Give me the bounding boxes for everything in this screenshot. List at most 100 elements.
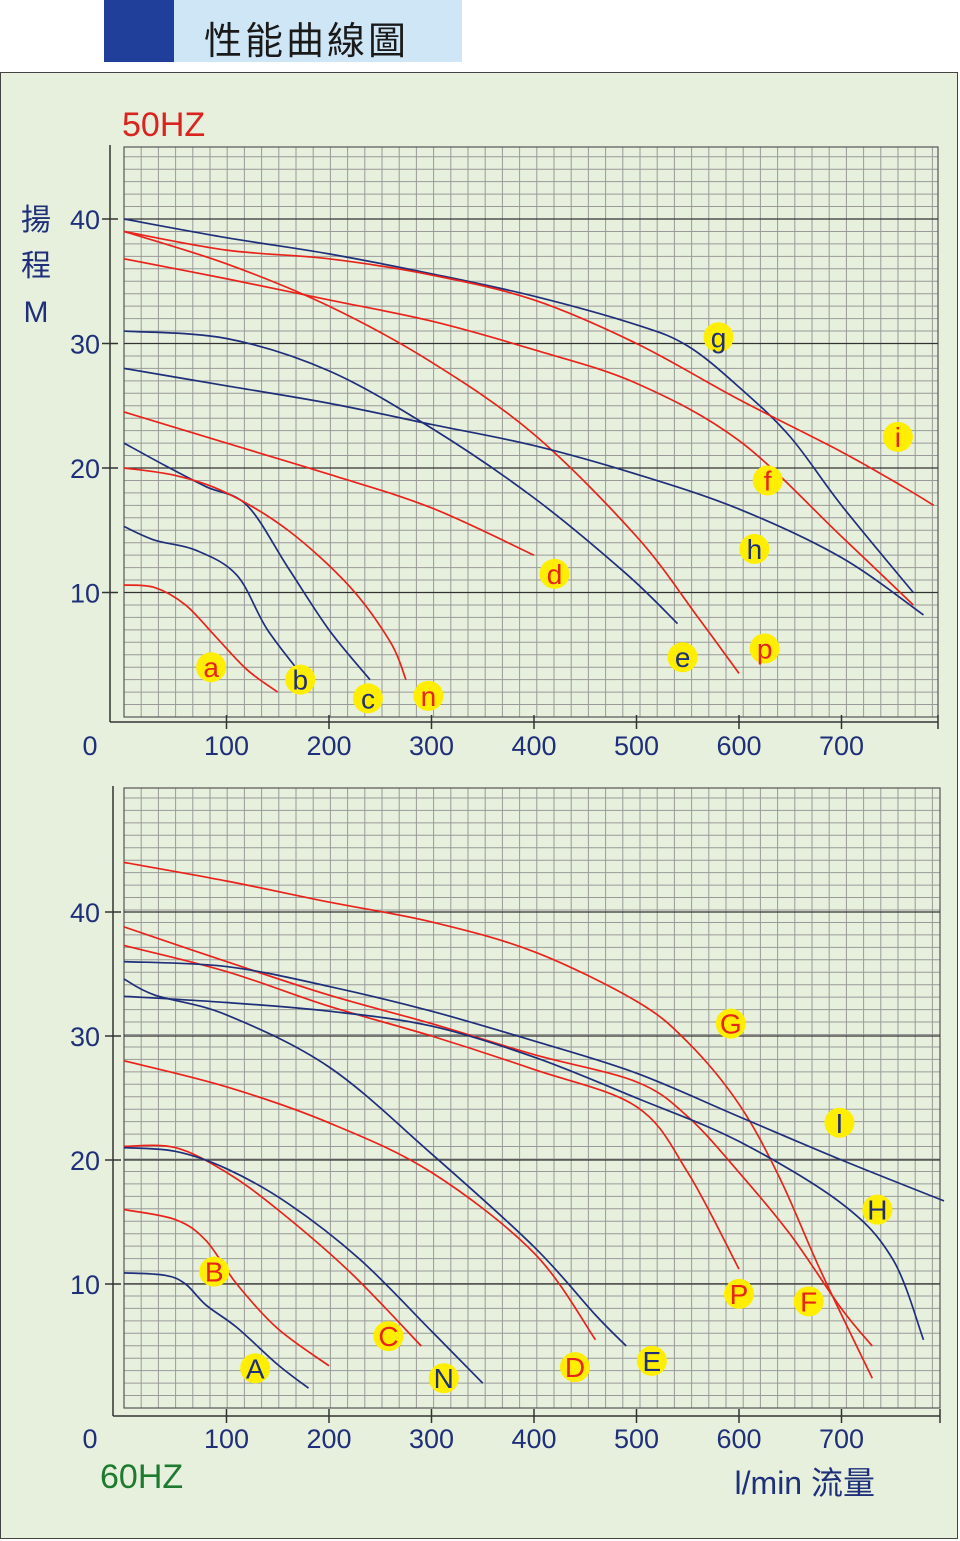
curve-label-h: h: [747, 534, 763, 565]
chart-title-50hz: 50HZ: [122, 106, 205, 144]
y-tick-label: 30: [70, 1022, 100, 1052]
x-tick-label: 600: [716, 731, 761, 761]
grid-60hz: [123, 788, 940, 1409]
curve-label-marker: [824, 1107, 855, 1138]
curve-label-C: C: [378, 1321, 398, 1352]
title-box: [174, 0, 462, 62]
curve-H: [123, 995, 925, 1341]
curve-D: [123, 1059, 597, 1341]
curve-label-e: e: [675, 642, 691, 673]
curve-p: [123, 230, 740, 674]
plot-border: [123, 146, 939, 718]
curve-label-f: f: [764, 465, 772, 496]
curve-label-marker: [862, 1194, 893, 1225]
plot-border: [123, 787, 941, 1409]
curve-b: [123, 525, 310, 684]
curve-label-marker: [739, 533, 770, 564]
curve-label-p: p: [757, 634, 773, 665]
curve-n: [123, 467, 407, 680]
curve-label-c: c: [361, 683, 375, 714]
curve-label-b: b: [293, 665, 309, 696]
curve-label-marker: [882, 421, 913, 452]
curve-B: [123, 1208, 330, 1367]
title-bar: 性能曲線圖: [104, 0, 462, 63]
x-tick-label: 500: [614, 1424, 659, 1454]
chart-60hz: 10 20 30 40 100 200 300 400 500 600 700 0 A B C N D E P F G H…: [70, 786, 945, 1501]
x-tick-label: 300: [409, 731, 454, 761]
curve-label-E: E: [643, 1346, 662, 1377]
curve-I: [123, 960, 945, 1202]
curve-h: [123, 367, 924, 616]
curve-label-marker: [373, 1321, 404, 1352]
curve-c: [123, 442, 371, 681]
x-tick-label: 100: [204, 731, 249, 761]
x-tick-label: 200: [306, 1424, 351, 1454]
curve-N: [123, 1146, 484, 1384]
curve-label-i: i: [895, 422, 901, 453]
curve-label-marker: [560, 1352, 590, 1383]
curve-E: [123, 978, 627, 1347]
curve-label-B: B: [205, 1257, 224, 1288]
curve-i: [123, 230, 935, 507]
x-tick-label: 400: [511, 731, 556, 761]
curve-label-marker: [240, 1353, 271, 1384]
curve-label-marker: [428, 1363, 459, 1394]
x-tick-label: 400: [511, 1424, 556, 1454]
y-tick-label: 20: [70, 454, 100, 484]
curve-label-marker: [199, 1256, 230, 1287]
x-tick-label: 700: [819, 731, 864, 761]
curve-label-g: g: [711, 322, 727, 353]
curve-label-marker: [752, 465, 783, 496]
curve-C: [123, 1144, 422, 1347]
curve-a: [123, 584, 279, 693]
x-tick-label: 100: [204, 1424, 249, 1454]
y-axis-label-char: M: [24, 296, 49, 329]
curve-label-H: H: [867, 1195, 887, 1226]
curve-label-marker: [413, 680, 444, 711]
y-tick-label: 10: [70, 1270, 100, 1300]
curve-label-G: G: [720, 1009, 742, 1040]
x-tick-label: 200: [306, 731, 351, 761]
curve-label-marker: [793, 1286, 824, 1317]
curve-f: [123, 258, 914, 606]
y-tick-label: 40: [70, 898, 100, 928]
curve-label-F: F: [800, 1286, 817, 1317]
y-axis-label-char: 揚: [21, 204, 51, 237]
y-tick-label: 10: [70, 579, 100, 609]
curve-label-D: D: [565, 1352, 585, 1383]
curve-P: [123, 944, 740, 1270]
x-tick-label: 600: [716, 1424, 761, 1454]
curve-label-d: d: [547, 559, 563, 590]
curve-label-P: P: [730, 1279, 749, 1310]
curve-d: [123, 411, 535, 556]
y-tick-label: 40: [70, 205, 100, 235]
chart-50hz: 10 20 30 40 100 200 300 400 500 600 700 0 a b c n d e p h f g…: [21, 106, 939, 761]
x-tick-label: 700: [819, 1424, 864, 1454]
curve-label-marker: [196, 652, 227, 683]
x-origin-label: 0: [82, 731, 97, 761]
x-axis-label: l/min 流量: [735, 1465, 875, 1501]
curve-label-n: n: [421, 681, 437, 712]
curve-label-marker: [285, 664, 316, 695]
curve-label-a: a: [203, 652, 219, 683]
curve-label-marker: [667, 642, 698, 673]
curve-label-N: N: [434, 1363, 454, 1394]
curve-label-A: A: [246, 1353, 265, 1384]
y-axis-label: 揚程M: [21, 204, 51, 329]
curve-label-marker: [749, 633, 780, 664]
page-title: 性能曲線圖: [204, 19, 410, 63]
curve-label-marker: [724, 1278, 754, 1309]
y-tick-label: 20: [70, 1146, 100, 1176]
curve-label-marker: [636, 1345, 667, 1376]
curve-g: [123, 218, 914, 594]
x-tick-label: 300: [409, 1424, 454, 1454]
chart-title-60hz: 60HZ: [100, 1458, 183, 1496]
x-tick-label: 500: [614, 731, 659, 761]
curve-F: [123, 926, 873, 1347]
curve-label-marker: [352, 683, 383, 714]
y-tick-label: 30: [70, 330, 100, 360]
title-accent-square: [104, 0, 174, 62]
curve-label-marker: [703, 322, 734, 353]
curve-label-marker: [715, 1008, 746, 1039]
